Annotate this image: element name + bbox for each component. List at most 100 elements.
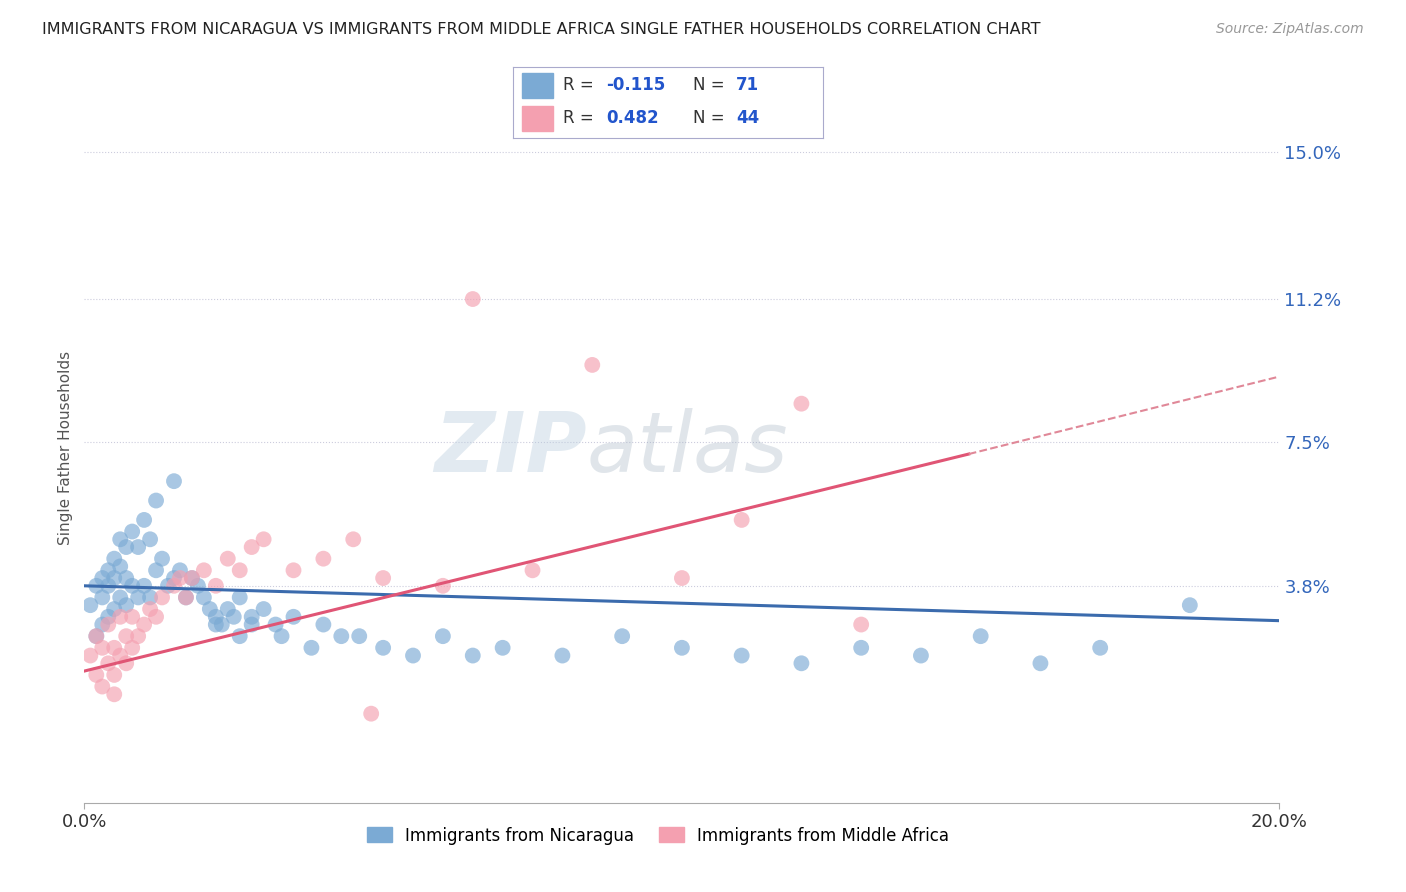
Point xyxy=(551,648,574,663)
Point xyxy=(330,629,353,643)
Point xyxy=(851,640,873,655)
Point xyxy=(432,629,454,643)
Point xyxy=(228,629,252,643)
Point xyxy=(121,524,143,539)
Y-axis label: Single Father Households: Single Father Households xyxy=(58,351,73,545)
Point xyxy=(157,579,180,593)
Point xyxy=(169,571,191,585)
Point xyxy=(731,513,754,527)
Point xyxy=(187,579,209,593)
Legend: Immigrants from Nicaragua, Immigrants from Middle Africa: Immigrants from Nicaragua, Immigrants fr… xyxy=(360,820,956,851)
Point xyxy=(198,602,221,616)
Point xyxy=(193,591,215,605)
Point xyxy=(103,668,125,682)
Point xyxy=(217,602,239,616)
Point xyxy=(127,629,149,643)
Point xyxy=(253,533,276,547)
Point xyxy=(461,648,484,663)
Point xyxy=(217,551,239,566)
Point xyxy=(91,591,114,605)
Point xyxy=(91,640,114,655)
Point xyxy=(139,533,162,547)
Point xyxy=(163,474,186,488)
Point xyxy=(110,591,132,605)
Point xyxy=(970,629,993,643)
Point xyxy=(103,640,125,655)
Point xyxy=(97,579,120,593)
Point xyxy=(132,579,156,593)
Point xyxy=(150,591,173,605)
Point xyxy=(581,358,603,372)
Point xyxy=(1178,598,1201,612)
Point xyxy=(432,579,454,593)
Point xyxy=(461,292,484,306)
Point xyxy=(163,571,186,585)
Point xyxy=(283,563,305,577)
Point xyxy=(205,617,228,632)
Point xyxy=(270,629,292,643)
Text: N =: N = xyxy=(693,110,730,128)
Text: R =: R = xyxy=(562,76,599,94)
Point xyxy=(240,609,263,624)
Point xyxy=(86,629,108,643)
Point xyxy=(910,648,932,663)
Point xyxy=(121,579,143,593)
Text: Source: ZipAtlas.com: Source: ZipAtlas.com xyxy=(1216,22,1364,37)
Point xyxy=(115,629,138,643)
Point xyxy=(301,640,323,655)
Text: -0.115: -0.115 xyxy=(606,76,665,94)
Point xyxy=(264,617,287,632)
Point xyxy=(86,668,108,682)
Point xyxy=(103,571,125,585)
Text: N =: N = xyxy=(693,76,730,94)
Point xyxy=(110,609,132,624)
Point xyxy=(139,591,162,605)
Point xyxy=(91,617,114,632)
Point xyxy=(97,617,120,632)
Text: 71: 71 xyxy=(735,76,759,94)
Point xyxy=(790,657,813,671)
Point xyxy=(181,571,204,585)
Point xyxy=(121,640,143,655)
Point xyxy=(240,540,263,554)
Point xyxy=(253,602,276,616)
Text: atlas: atlas xyxy=(586,408,787,489)
Point xyxy=(145,493,167,508)
Point xyxy=(402,648,425,663)
Point xyxy=(211,617,233,632)
Point xyxy=(228,563,252,577)
Point xyxy=(91,571,114,585)
Point xyxy=(193,563,215,577)
Point xyxy=(373,571,395,585)
Point xyxy=(492,640,515,655)
Point xyxy=(86,579,108,593)
Point xyxy=(115,598,138,612)
Point xyxy=(1090,640,1112,655)
Point xyxy=(731,648,754,663)
Point xyxy=(1029,657,1052,671)
Point xyxy=(103,687,125,701)
Point xyxy=(97,657,120,671)
Point xyxy=(312,551,335,566)
Point xyxy=(97,563,120,577)
Point xyxy=(312,617,335,632)
Point xyxy=(205,609,228,624)
Text: 44: 44 xyxy=(735,110,759,128)
Point xyxy=(169,563,191,577)
Text: ZIP: ZIP xyxy=(433,408,586,489)
Point xyxy=(360,706,382,721)
Bar xyxy=(523,72,554,97)
Text: 0.482: 0.482 xyxy=(606,110,658,128)
Point xyxy=(349,629,371,643)
Point xyxy=(115,540,138,554)
Point xyxy=(671,571,693,585)
Point xyxy=(110,559,132,574)
Point xyxy=(181,571,204,585)
Point xyxy=(150,551,173,566)
Point xyxy=(110,533,132,547)
Point xyxy=(91,680,114,694)
Point xyxy=(240,617,263,632)
Point xyxy=(115,657,138,671)
Point xyxy=(145,563,167,577)
Point xyxy=(205,579,228,593)
